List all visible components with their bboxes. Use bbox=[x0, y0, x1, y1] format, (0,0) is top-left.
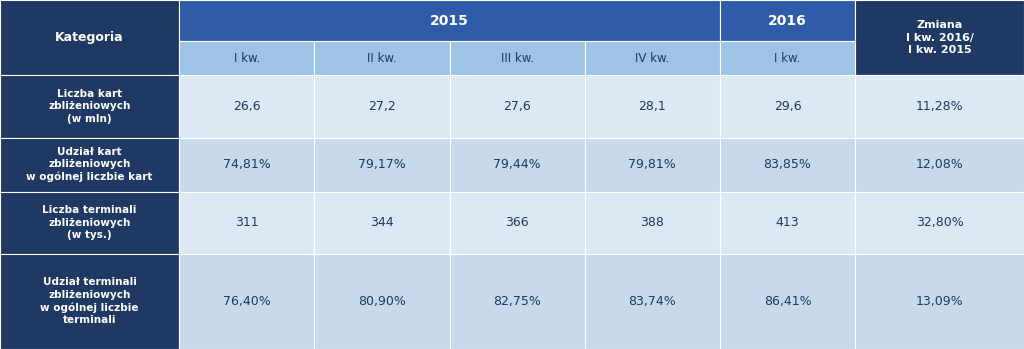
Text: 28,1: 28,1 bbox=[638, 100, 667, 113]
Bar bbox=[720, 138, 855, 192]
Bar bbox=[0, 75, 179, 138]
Bar bbox=[720, 41, 855, 75]
Text: 82,75%: 82,75% bbox=[494, 295, 541, 308]
Text: 26,6: 26,6 bbox=[233, 100, 260, 113]
Text: 86,41%: 86,41% bbox=[764, 295, 811, 308]
Text: 12,08%: 12,08% bbox=[915, 158, 964, 171]
Text: 79,81%: 79,81% bbox=[629, 158, 676, 171]
Text: 32,80%: 32,80% bbox=[915, 216, 964, 229]
Text: 27,6: 27,6 bbox=[503, 100, 531, 113]
Text: 76,40%: 76,40% bbox=[223, 295, 270, 308]
Bar bbox=[314, 138, 450, 192]
Text: 413: 413 bbox=[775, 216, 800, 229]
Text: 344: 344 bbox=[370, 216, 394, 229]
Bar bbox=[179, 192, 314, 254]
Bar bbox=[720, 75, 855, 138]
Text: Liczba terminali
zbliżeniowych
(w tys.): Liczba terminali zbliżeniowych (w tys.) bbox=[42, 205, 137, 240]
Bar bbox=[450, 41, 585, 75]
Bar bbox=[179, 41, 314, 75]
Text: Liczba kart
zbliżeniowych
(w mln): Liczba kart zbliżeniowych (w mln) bbox=[48, 89, 131, 124]
Bar bbox=[855, 0, 1024, 75]
Text: 13,09%: 13,09% bbox=[915, 295, 964, 308]
Bar bbox=[720, 0, 855, 41]
Bar bbox=[855, 192, 1024, 254]
Bar bbox=[720, 254, 855, 349]
Bar bbox=[585, 138, 720, 192]
Bar bbox=[585, 254, 720, 349]
Text: 83,85%: 83,85% bbox=[764, 158, 811, 171]
Text: 27,2: 27,2 bbox=[368, 100, 396, 113]
Text: 74,81%: 74,81% bbox=[223, 158, 270, 171]
Text: I kw.: I kw. bbox=[233, 52, 260, 65]
Bar bbox=[450, 138, 585, 192]
Bar bbox=[450, 254, 585, 349]
Bar bbox=[450, 75, 585, 138]
Bar bbox=[855, 75, 1024, 138]
Bar bbox=[0, 254, 179, 349]
Text: I kw.: I kw. bbox=[774, 52, 801, 65]
Text: Udział terminali
zbliżeniowych
w ogólnej liczbie
terminali: Udział terminali zbliżeniowych w ogólnej… bbox=[40, 277, 139, 325]
Bar bbox=[179, 0, 720, 41]
Text: II kw.: II kw. bbox=[368, 52, 396, 65]
Bar bbox=[855, 254, 1024, 349]
Bar bbox=[0, 0, 179, 75]
Text: 79,44%: 79,44% bbox=[494, 158, 541, 171]
Text: 2015: 2015 bbox=[430, 14, 469, 28]
Text: 29,6: 29,6 bbox=[774, 100, 801, 113]
Bar bbox=[314, 192, 450, 254]
Bar bbox=[179, 138, 314, 192]
Text: 366: 366 bbox=[505, 216, 529, 229]
Bar bbox=[314, 41, 450, 75]
Bar bbox=[585, 75, 720, 138]
Bar bbox=[585, 192, 720, 254]
Bar bbox=[0, 138, 179, 192]
Bar bbox=[179, 75, 314, 138]
Bar bbox=[314, 254, 450, 349]
Bar bbox=[179, 254, 314, 349]
Bar bbox=[720, 192, 855, 254]
Text: III kw.: III kw. bbox=[501, 52, 534, 65]
Text: 11,28%: 11,28% bbox=[915, 100, 964, 113]
Text: Udział kart
zbliżeniowych
w ogólnej liczbie kart: Udział kart zbliżeniowych w ogólnej licz… bbox=[27, 147, 153, 182]
Text: 79,17%: 79,17% bbox=[358, 158, 406, 171]
Bar bbox=[450, 192, 585, 254]
Bar bbox=[855, 138, 1024, 192]
Text: IV kw.: IV kw. bbox=[635, 52, 670, 65]
Text: 311: 311 bbox=[234, 216, 259, 229]
Text: 80,90%: 80,90% bbox=[358, 295, 406, 308]
Bar bbox=[314, 75, 450, 138]
Bar bbox=[585, 41, 720, 75]
Text: Kategoria: Kategoria bbox=[55, 31, 124, 44]
Text: 83,74%: 83,74% bbox=[629, 295, 676, 308]
Text: 2016: 2016 bbox=[768, 14, 807, 28]
Bar bbox=[0, 192, 179, 254]
Text: 388: 388 bbox=[640, 216, 665, 229]
Text: Zmiana
I kw. 2016/
I kw. 2015: Zmiana I kw. 2016/ I kw. 2015 bbox=[905, 20, 974, 55]
